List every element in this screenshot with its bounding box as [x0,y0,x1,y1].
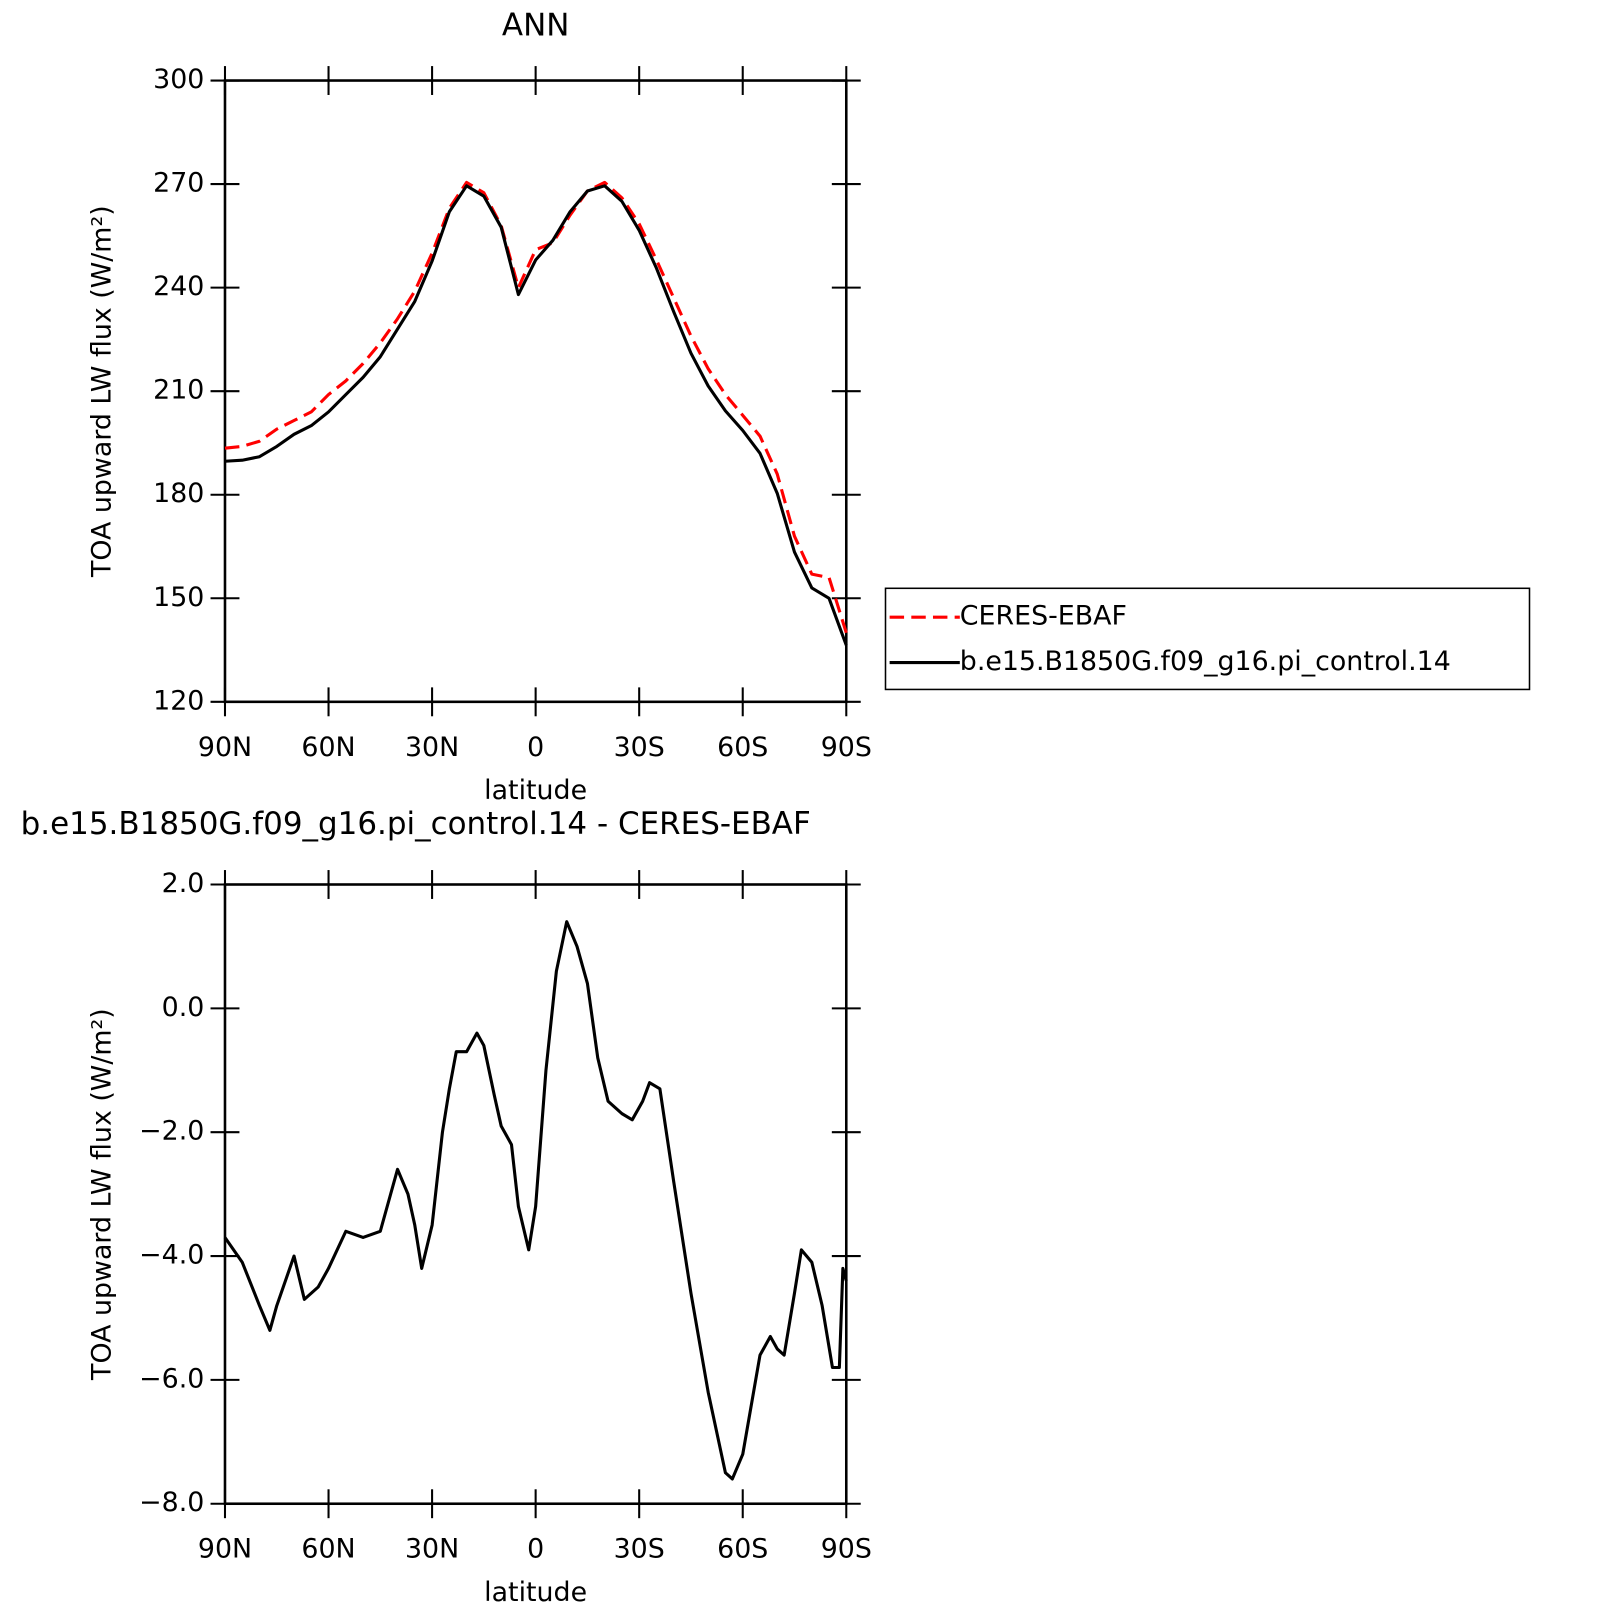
y-tick-label: 240 [153,271,204,302]
y-tick-label: −8.0 [139,1487,204,1518]
x-tick-label: 90S [821,732,872,763]
y-tick-label: 300 [153,64,204,95]
x-tick-label: 90N [198,732,252,763]
y-tick-label: 120 [153,685,204,716]
x-tick-label: 30S [614,1534,665,1565]
y-tick-label: 270 [153,168,204,199]
x-tick-label: 0 [527,732,544,763]
y-tick-label: 0.0 [162,992,205,1023]
y-tick-label: 210 [153,375,204,406]
x-tick-label: 60S [717,732,768,763]
y-tick-label: 150 [153,582,204,613]
x-tick-label: 30N [405,732,459,763]
data-line [224,184,848,646]
x-tick-label: 90S [821,1534,872,1565]
x-tick-label: 0 [527,1534,544,1565]
x-tick-label: 60S [717,1534,768,1565]
y-tick-label: 180 [153,478,204,509]
x-tick-label: 90N [198,1534,252,1565]
x-tick-label: 60N [301,1534,355,1565]
x-axis-label: latitude [484,1577,587,1608]
y-axis-label: TOA upward LW flux (W/m²) [87,205,118,578]
x-tick-label: 30N [405,1534,459,1565]
y-axis-label: TOA upward LW flux (W/m²) [87,1008,118,1381]
y-tick-label: −4.0 [139,1240,204,1271]
x-tick-label: 60N [301,732,355,763]
y-tick-label: 2.0 [162,868,205,899]
x-tick-label: 30S [614,732,665,763]
y-tick-label: −2.0 [139,1116,204,1147]
chart-title: ANN [502,7,569,43]
x-axis-label: latitude [484,775,587,806]
chart-title: b.e15.B1850G.f09_g16.pi_control.14 - CER… [21,806,811,842]
data-line [224,180,848,634]
y-tick-label: −6.0 [139,1363,204,1394]
plot-frame [223,79,848,704]
legend-box [884,587,1531,691]
data-line [223,920,848,1481]
legend-label: CERES-EBAF [960,601,1127,632]
legend-label: b.e15.B1850G.f09_g16.pi_control.14 [960,646,1451,677]
